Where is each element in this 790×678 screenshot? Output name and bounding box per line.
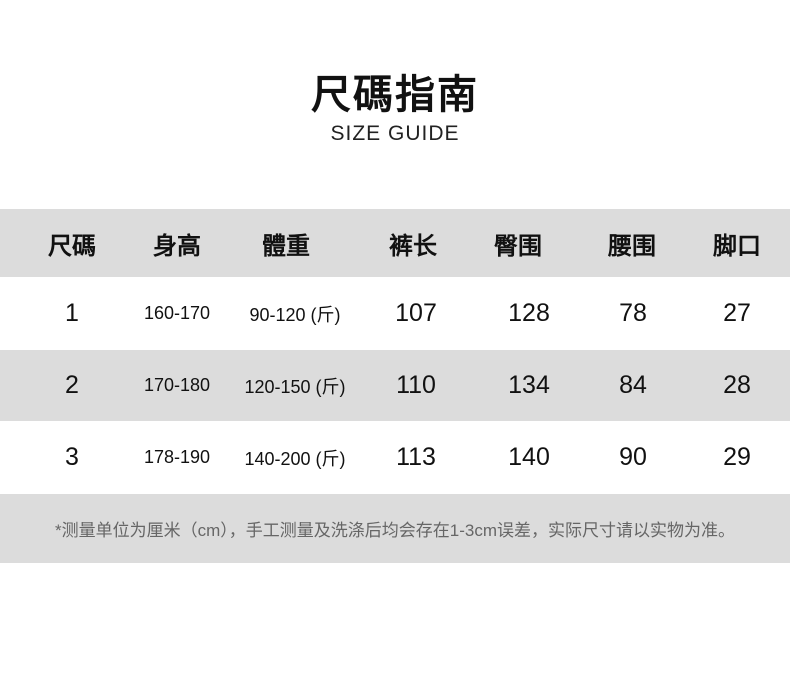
table-cell: 134 xyxy=(508,371,550,399)
column-header: 脚口 xyxy=(713,232,761,260)
table-cell: 140-200 (斤) xyxy=(244,448,346,469)
table-cell: 2 xyxy=(65,371,79,399)
table-cell: 140 xyxy=(508,443,550,471)
table-cell: 78 xyxy=(619,299,647,327)
measurement-note: *测量单位为厘米（cm），手工测量及洗涤后均会存在1-3cm误差，实际尺寸请以实… xyxy=(0,494,790,563)
table-cell: 120-150 (斤) xyxy=(244,376,346,397)
table-cell: 160-170 xyxy=(143,303,211,323)
table-cell: 170-180 xyxy=(143,375,211,395)
table-cell: 110 xyxy=(396,371,436,399)
table-cell: 113 xyxy=(396,443,436,471)
page-title: 尺碼指南 xyxy=(311,73,479,117)
table-cell: 90 xyxy=(619,443,647,471)
table-cell: 1 xyxy=(65,299,79,327)
table-cell: 27 xyxy=(723,299,751,327)
table-cell: 107 xyxy=(395,299,437,327)
table-header: 尺碼 身高 體重 裤长 臀围 腰围 脚口 xyxy=(0,209,790,277)
table-row: 2 170-180 120-150 (斤) 110 134 84 28 xyxy=(0,350,790,421)
table-cell: 128 xyxy=(508,299,550,327)
table-cell: 84 xyxy=(619,371,647,399)
table-cell: 3 xyxy=(65,443,79,471)
table-row: 3 178-190 140-200 (斤) 113 140 90 29 xyxy=(0,421,790,494)
column-header: 裤长 xyxy=(389,232,437,260)
column-header: 尺碼 xyxy=(48,232,96,260)
column-header: 腰围 xyxy=(608,232,656,260)
column-header: 身高 xyxy=(153,232,201,260)
page-subtitle: SIZE GUIDE xyxy=(330,122,460,145)
table-cell: 178-190 xyxy=(143,447,211,467)
column-header: 體重 xyxy=(262,232,310,260)
table-cell: 28 xyxy=(723,371,751,399)
table-cell: 90-120 (斤) xyxy=(249,304,341,325)
table-row: 1 160-170 90-120 (斤) 107 128 78 27 xyxy=(0,277,790,350)
table-cell: 29 xyxy=(723,443,751,471)
column-header: 臀围 xyxy=(494,232,542,260)
